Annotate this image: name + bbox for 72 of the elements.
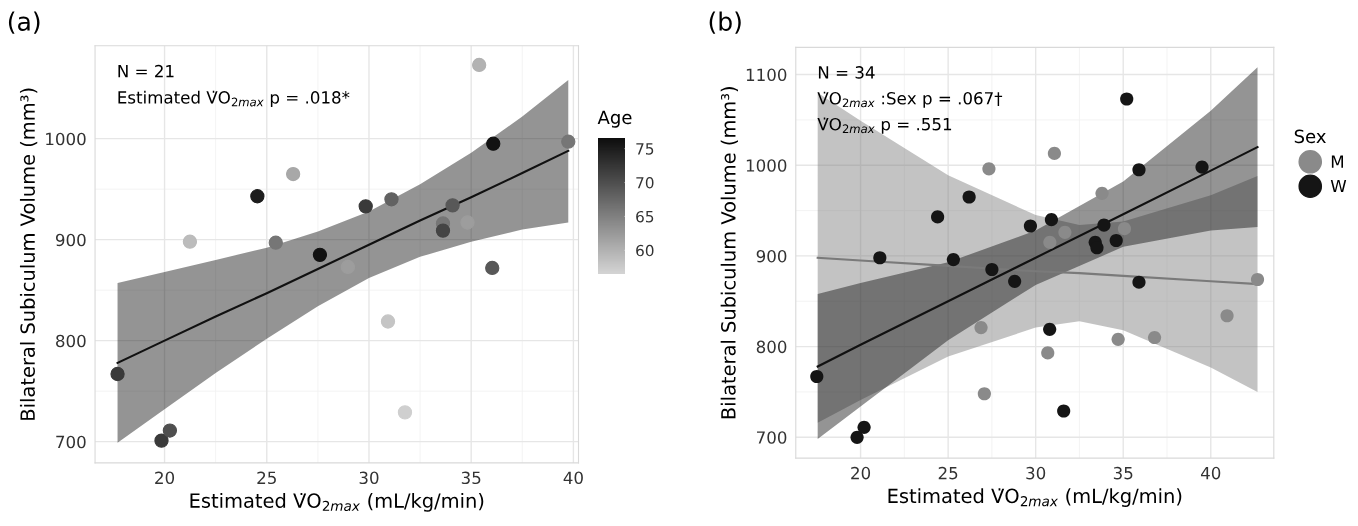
line-series — [816, 146, 1259, 368]
x-tick-label: 25 — [257, 471, 276, 485]
point — [1047, 146, 1061, 161]
point — [857, 420, 871, 434]
x-tick-label: 35 — [1113, 466, 1133, 480]
x-axis-title: Estimated V̇O$_{2max}$ (mL/kg/min) — [888, 488, 1182, 507]
annotation: N = 34 — [818, 66, 875, 79]
point — [1090, 241, 1104, 255]
color-bar-label: 70 — [636, 177, 654, 189]
legend-label: W — [1330, 179, 1347, 193]
point — [931, 210, 945, 224]
point — [1043, 235, 1057, 249]
point — [982, 162, 996, 176]
point — [873, 251, 887, 265]
y-tick-label: 1100 — [746, 68, 787, 82]
chart-title: (a) — [8, 11, 40, 34]
x-tick-label: 40 — [1200, 466, 1221, 480]
y-axis-title: Bilateral Subiculum Volume (mm³) — [720, 87, 738, 419]
x-tick-label: 20 — [851, 466, 871, 480]
point — [985, 262, 999, 277]
point — [1008, 274, 1022, 288]
color-bar-title: Age — [597, 110, 632, 128]
point — [1132, 275, 1146, 289]
x-tick-label: 30 — [359, 471, 379, 485]
y-tick-label: 800 — [756, 340, 787, 354]
x-axis-title: Estimated V̇O$_{2max}$ (mL/kg/min) — [190, 492, 484, 512]
point — [810, 369, 824, 384]
point — [1195, 160, 1209, 174]
point — [977, 387, 991, 401]
point — [1132, 163, 1146, 177]
color-bar-label: 65 — [636, 210, 654, 223]
point — [1058, 225, 1072, 239]
point — [1220, 309, 1234, 323]
y-tick-label: 1000 — [746, 159, 787, 172]
y-axis-title: Bilateral Subiculum Volume (mm³) — [19, 88, 38, 420]
x-tick-label: 20 — [155, 471, 175, 485]
y-tick-label: 1000 — [46, 132, 86, 146]
point — [1097, 218, 1111, 232]
point — [1044, 213, 1059, 227]
annotation: Estimated V̇O$_{2max}$ p = .018* — [118, 90, 350, 107]
point — [1250, 272, 1265, 287]
point — [1147, 330, 1162, 345]
y-tick-label: 800 — [56, 334, 86, 348]
color-bar-label: 60 — [636, 244, 654, 257]
point — [1057, 404, 1071, 418]
point — [1041, 346, 1055, 360]
point — [850, 430, 864, 444]
x-tick-label: 35 — [461, 471, 481, 485]
y-tick-label: 700 — [56, 435, 86, 449]
x-tick-label: 30 — [1026, 466, 1046, 480]
color-bar-label: 75 — [636, 143, 654, 155]
annotation: V̇O$_{2max}$ :Sex p = .067† — [817, 91, 1003, 108]
x-tick-label: 25 — [938, 466, 958, 480]
point — [1117, 222, 1132, 236]
point — [1109, 233, 1123, 248]
y-tick-label: 900 — [756, 249, 787, 263]
point — [974, 320, 988, 335]
point — [1043, 322, 1057, 336]
annotation: V̇O$_{2max}$ p = .551 — [817, 117, 952, 134]
point — [962, 190, 976, 204]
y-tick-label: 900 — [55, 233, 86, 247]
point — [946, 252, 960, 267]
x-tick-label: 40 — [563, 471, 583, 485]
legend-label: M — [1331, 155, 1343, 168]
y-tick-label: 700 — [757, 431, 787, 444]
point — [1023, 219, 1038, 233]
point — [1095, 186, 1109, 200]
chart-title: (b) — [709, 11, 741, 34]
point — [1111, 332, 1125, 346]
legend-title: Sex — [1294, 129, 1326, 144]
point — [1120, 92, 1134, 106]
annotation: N = 21 — [118, 64, 174, 78]
